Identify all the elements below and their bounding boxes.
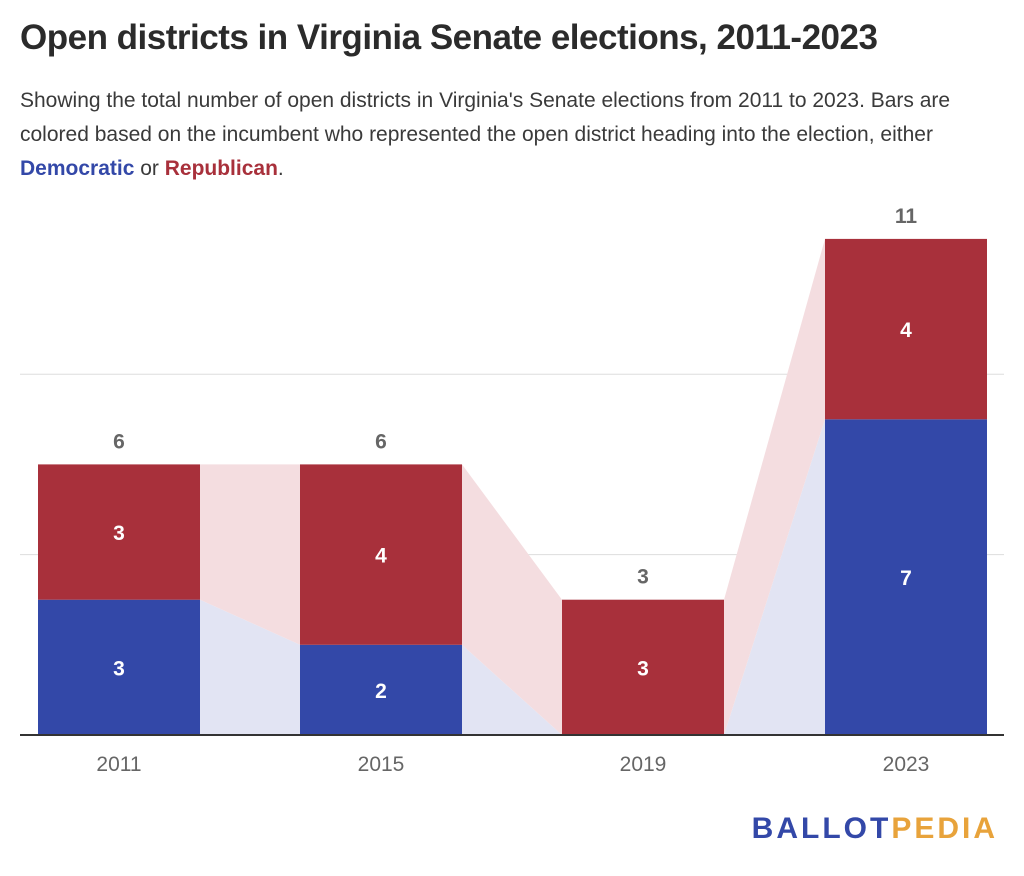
- chart-subtitle: Showing the total number of open distric…: [20, 84, 1010, 186]
- x-tick-label: 2019: [620, 753, 667, 776]
- republican-value-label: 4: [375, 545, 387, 568]
- logo-part-pedia: PEDIA: [891, 812, 998, 845]
- republican-bar-segment: [300, 464, 462, 645]
- republican-value-label: 3: [637, 657, 649, 680]
- republican-value-label: 4: [900, 319, 912, 342]
- republican-bar-segment: [562, 599, 724, 735]
- republican-bar-segment: [825, 238, 987, 420]
- total-value-label: 3: [637, 566, 649, 589]
- subtitle-text-2: or: [134, 157, 165, 180]
- subtitle-republican: Republican: [164, 157, 278, 180]
- democratic-bar-segment: [300, 644, 462, 735]
- chart-title: Open districts in Virginia Senate electi…: [20, 18, 878, 57]
- ballotpedia-logo: BALLOTPEDIA: [752, 812, 998, 846]
- logo-part-ballot: BALLOT: [751, 812, 892, 845]
- total-value-label: 6: [375, 430, 387, 453]
- democratic-connector-band: [462, 644, 562, 735]
- total-value-label: 11: [895, 205, 918, 228]
- republican-connector-band: [724, 238, 825, 735]
- stacked-bar-chart: 3 3 6 2011 2 4 6 2015 3 3 2019 7 4 11 2023: [20, 205, 1004, 776]
- democratic-value-label: 7: [900, 567, 912, 590]
- republican-value-label: 3: [113, 522, 125, 545]
- x-tick-label: 2011: [96, 753, 141, 776]
- democratic-value-label: 2: [375, 680, 387, 703]
- republican-bar-segment: [38, 464, 200, 600]
- democratic-bar-segment: [825, 419, 987, 735]
- subtitle-democratic: Democratic: [20, 157, 135, 180]
- democratic-value-label: 3: [113, 657, 125, 680]
- republican-connector-band: [200, 464, 300, 645]
- democratic-bar-segment: [38, 599, 200, 735]
- x-tick-label: 2023: [883, 753, 930, 776]
- x-tick-label: 2015: [358, 753, 405, 776]
- democratic-connector-band: [200, 599, 300, 735]
- subtitle-text-3: .: [277, 157, 284, 180]
- total-value-label: 6: [113, 430, 125, 453]
- republican-connector-band: [462, 464, 562, 735]
- subtitle-text-1: Showing the total number of open distric…: [20, 89, 951, 146]
